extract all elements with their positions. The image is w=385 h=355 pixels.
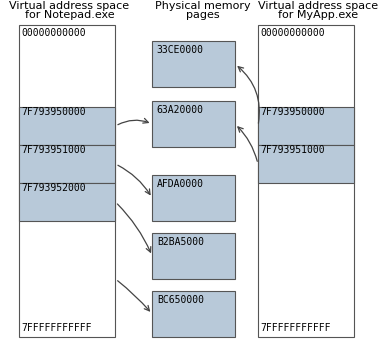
Bar (19, 25, 116, 337)
Text: for Notepad.exe: for Notepad.exe (25, 10, 114, 20)
Text: 33CE0000: 33CE0000 (157, 45, 204, 55)
Text: 7F793951000: 7F793951000 (261, 145, 325, 155)
Bar (19, 183, 116, 221)
Bar (19, 145, 116, 183)
Bar (258, 107, 355, 145)
Text: B2BA5000: B2BA5000 (157, 237, 204, 247)
Bar (152, 101, 235, 147)
Text: 63A20000: 63A20000 (157, 105, 204, 115)
Bar (152, 291, 235, 337)
Text: 7F793952000: 7F793952000 (22, 183, 86, 193)
Text: 7F793951000: 7F793951000 (22, 145, 86, 155)
Text: Virtual address space: Virtual address space (258, 1, 378, 11)
Text: 7FFFFFFFFFFF: 7FFFFFFFFFFF (261, 323, 331, 333)
Text: for MyApp.exe: for MyApp.exe (278, 10, 358, 20)
Text: 7FFFFFFFFFFF: 7FFFFFFFFFFF (22, 323, 92, 333)
Bar (258, 25, 355, 337)
Bar (258, 145, 355, 183)
Bar (152, 41, 235, 87)
Text: 00000000000: 00000000000 (261, 28, 325, 38)
Bar (152, 233, 235, 279)
Text: 00000000000: 00000000000 (22, 28, 86, 38)
Text: pages: pages (186, 10, 219, 20)
Text: AFDA0000: AFDA0000 (157, 179, 204, 189)
Text: 7F793950000: 7F793950000 (261, 107, 325, 117)
Text: 7F793950000: 7F793950000 (22, 107, 86, 117)
Text: Physical memory: Physical memory (155, 1, 251, 11)
Bar (152, 175, 235, 221)
Bar (19, 107, 116, 145)
Text: Virtual address space: Virtual address space (9, 1, 129, 11)
Text: BC650000: BC650000 (157, 295, 204, 305)
